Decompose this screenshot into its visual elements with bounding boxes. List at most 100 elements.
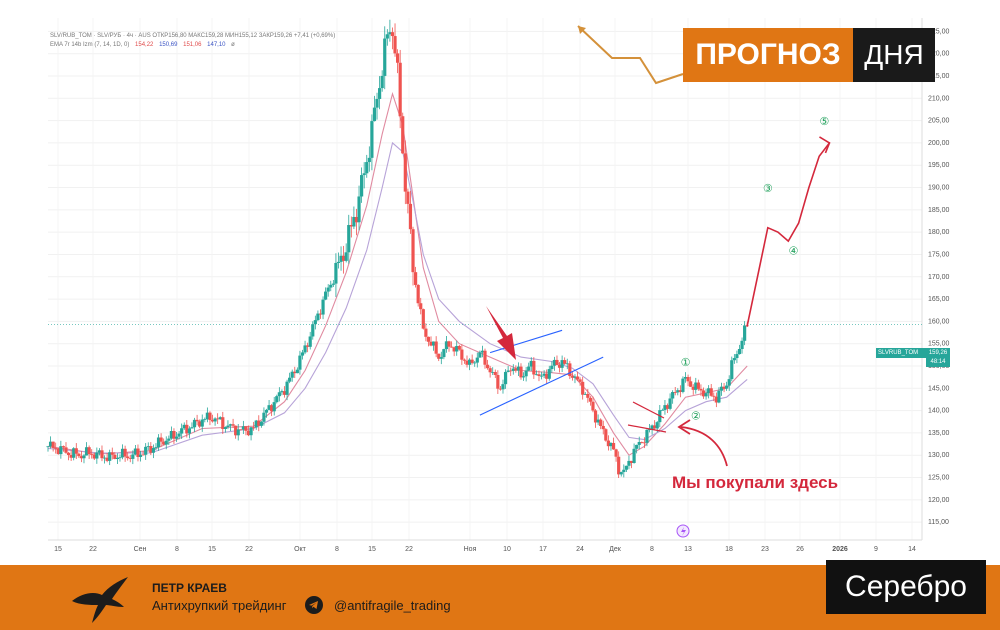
chart-grid (48, 18, 922, 540)
candle-body (354, 216, 359, 223)
candle-body (532, 360, 536, 375)
wave-label-3: ③ (763, 182, 773, 195)
candle-body (236, 429, 240, 436)
candle-body (318, 313, 323, 315)
price-tick-label: 205,00 (928, 118, 950, 125)
time-tick-label: 9 (874, 546, 878, 553)
candle-body (506, 370, 510, 372)
wave-label-1: ① (681, 356, 691, 369)
time-tick-label: 26 (796, 546, 804, 553)
buy-annotation-text: Мы покупали здесь (672, 473, 839, 492)
candle-body (167, 438, 171, 441)
price-tick-label: 130,00 (928, 452, 950, 459)
candle-body (66, 452, 71, 456)
candle-body (431, 341, 436, 346)
candle-body (187, 428, 191, 434)
candle-body (426, 336, 431, 342)
candle-body (462, 359, 467, 361)
candle-body (97, 450, 102, 453)
time-tick-label: Окт (294, 546, 307, 553)
candle-body (653, 425, 657, 429)
candle-body (529, 360, 533, 367)
time-tick-label: 8 (650, 546, 654, 553)
buy-pointer-arrowhead (677, 419, 691, 435)
candle-body (408, 203, 413, 230)
legend-ema-e: ø (231, 42, 235, 48)
telegram-icon[interactable] (305, 596, 323, 614)
candle-body (136, 448, 140, 457)
candle-body (488, 368, 492, 373)
candle-body (169, 431, 173, 439)
forecast-banner: ПРОГНОЗ ДНЯ (683, 28, 935, 82)
time-tick-label: 24 (576, 546, 584, 553)
time-tick-label: 17 (539, 546, 547, 553)
candle-body (614, 449, 618, 457)
candle-body (223, 427, 227, 429)
price-chart[interactable]: 115,00 120,00 125,00 130,00 135,00 140,00 145,… (0, 0, 1000, 565)
candle-body (331, 283, 335, 285)
candle-body (586, 393, 590, 398)
candle-body (542, 373, 546, 376)
candle-body (324, 291, 328, 300)
down-arrow-icon (486, 306, 516, 360)
candle-body (339, 255, 343, 262)
candle-body (123, 448, 127, 457)
candle-body (249, 427, 253, 436)
candle-body (578, 379, 582, 382)
candle-body (280, 391, 284, 393)
candle-body (539, 375, 544, 377)
candle-body (367, 157, 371, 163)
candle-body (611, 442, 616, 450)
candle-body (712, 395, 716, 397)
chart-canvas[interactable]: 115,00 120,00 125,00 130,00 135,00 140,00 145,… (0, 0, 1000, 565)
author-name: ПЕТР КРАЕВ (152, 581, 227, 595)
candle-body (146, 446, 150, 447)
candle-body (133, 448, 137, 455)
price-tick-label: 165,00 (928, 296, 950, 303)
candle-body (640, 442, 644, 443)
candle-body (406, 191, 410, 204)
candle-body (347, 225, 351, 253)
candle-body (707, 388, 711, 394)
candle-body (452, 347, 456, 352)
time-tick-label: Ноя (464, 546, 477, 553)
price-tick-label: 160,00 (928, 318, 950, 325)
candle-body (308, 336, 312, 347)
candle-body (118, 457, 122, 459)
candle-body (509, 370, 513, 372)
candle-body (403, 153, 407, 192)
candle-body (573, 376, 577, 378)
candle-body (342, 255, 346, 261)
candle-body (334, 262, 338, 284)
candle-body (591, 401, 595, 411)
candle-body (344, 252, 348, 261)
forecast-line (746, 142, 831, 327)
candle-body (69, 455, 73, 458)
candle-body (162, 441, 166, 445)
price-tick-label: 175,00 (928, 251, 950, 258)
candle-body (110, 452, 114, 455)
telegram-handle[interactable]: @antifragile_trading (334, 598, 451, 613)
author-subtitle: Антихрупкий трейдинг (152, 598, 287, 613)
candle-body (360, 175, 364, 197)
candle-body (352, 216, 356, 227)
candle-body (447, 341, 451, 347)
candle-body (521, 376, 526, 378)
time-tick-label: 13 (684, 546, 692, 553)
candle-body (470, 359, 474, 363)
candle-body (300, 352, 305, 356)
triangle-lower-line (479, 356, 604, 416)
candle-body (180, 428, 184, 434)
legend-ema-a: 154,22 (135, 42, 154, 48)
candle-body (421, 309, 425, 329)
candle-body (380, 75, 384, 89)
candle-body (164, 440, 168, 445)
candle-body (694, 382, 698, 390)
candle-body (647, 429, 652, 431)
time-tick-label: 2026 (832, 546, 848, 553)
wave-label-4: ④ (789, 244, 799, 257)
legend-ema-b: 150,69 (159, 42, 178, 48)
candle-body (701, 390, 706, 397)
candle-body (213, 418, 217, 422)
time-tick-label: 22 (245, 546, 253, 553)
